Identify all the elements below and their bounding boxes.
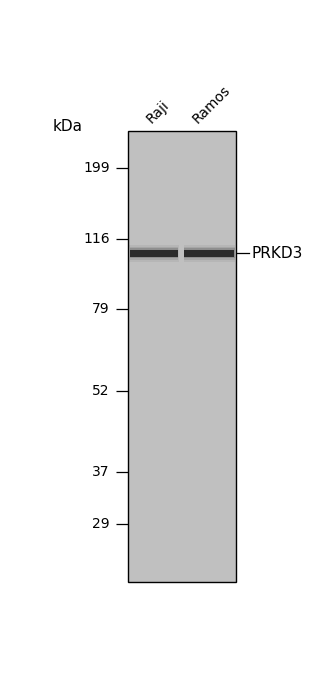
Text: Ramos: Ramos	[190, 83, 233, 126]
Bar	[184, 248, 235, 258]
Text: 199: 199	[83, 161, 110, 175]
Bar	[130, 250, 178, 257]
Text: 116: 116	[83, 232, 110, 245]
Text: Raji: Raji	[143, 98, 172, 126]
Text: 79: 79	[92, 303, 110, 316]
Bar	[130, 248, 178, 258]
Bar	[184, 250, 234, 257]
Text: 37: 37	[92, 464, 110, 479]
Bar	[184, 245, 235, 262]
Bar	[184, 247, 235, 260]
Text: 29: 29	[92, 517, 110, 531]
Bar	[128, 131, 236, 581]
Text: 52: 52	[92, 384, 110, 398]
Text: kDa: kDa	[52, 118, 82, 133]
Bar	[129, 245, 179, 262]
Bar	[130, 247, 178, 260]
Text: PRKD3: PRKD3	[251, 246, 302, 261]
